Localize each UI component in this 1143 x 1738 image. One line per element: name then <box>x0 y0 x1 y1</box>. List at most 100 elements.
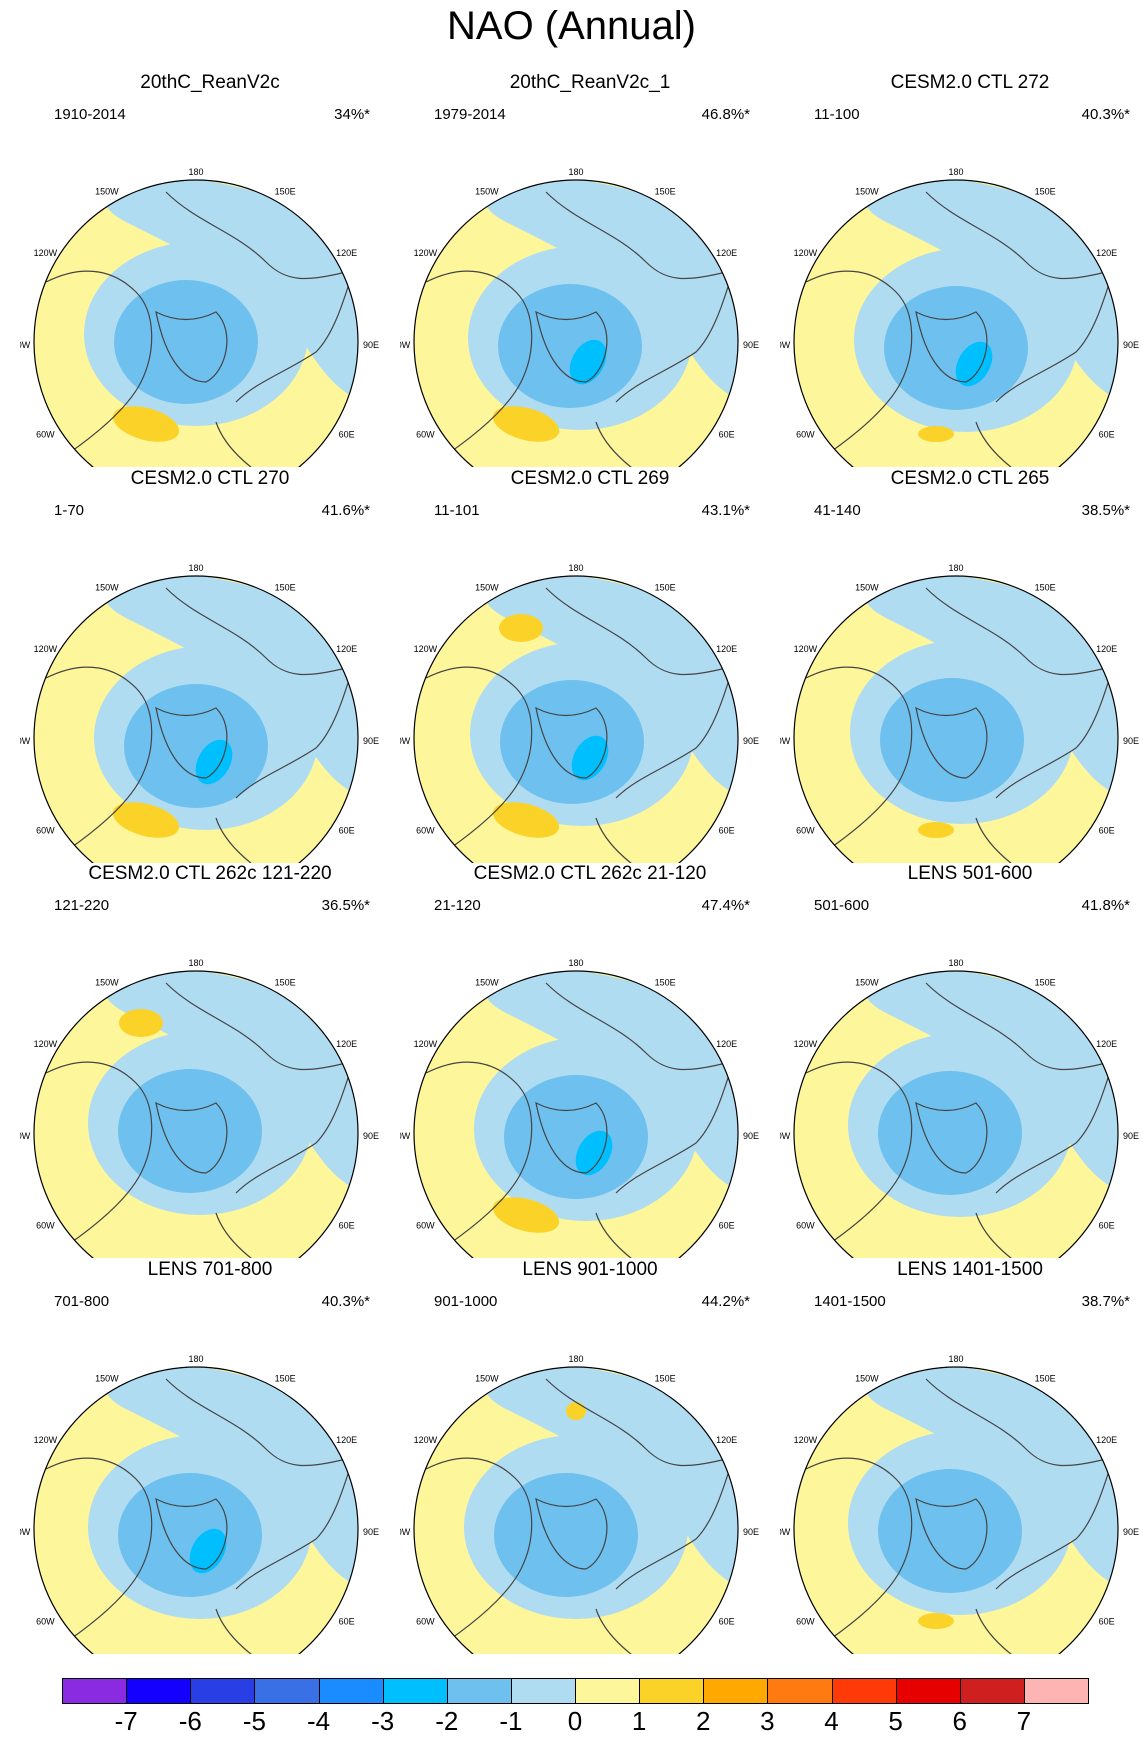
positive-atlantic-anomaly <box>492 1197 560 1233</box>
negative-core <box>195 739 233 785</box>
colorbar-tick-label: 1 <box>631 1706 647 1736</box>
longitude-label: 60E <box>339 825 355 835</box>
longitude-label: 120W <box>34 644 58 654</box>
longitude-label: 60E <box>339 429 355 439</box>
longitude-label: 90W <box>780 736 791 746</box>
longitude-label: 60E <box>1099 1616 1115 1626</box>
longitude-label: 150E <box>1035 1373 1056 1383</box>
longitude-label: 90E <box>363 736 379 746</box>
map-panel: 20thC_ReanV2c 1910-2014 34%* 180 150W 150E 120… <box>20 72 400 467</box>
colorbar-swatch <box>575 1678 641 1704</box>
longitude-label: 120E <box>1096 1039 1117 1049</box>
panel-title: CESM2.0 CTL 262c 21-120 <box>473 863 707 884</box>
panel-title: 20thC_ReanV2c <box>140 72 280 93</box>
longitude-label: 60W <box>416 825 435 835</box>
map-panel: CESM2.0 CTL 262c 121-220 121-220 36.5%* 180… <box>20 863 400 1258</box>
longitude-label: 120E <box>716 644 737 654</box>
colorbar-tick-label: 7 <box>1016 1706 1032 1736</box>
negative-core <box>569 339 607 385</box>
panel-variance: 44.2%* <box>701 1293 750 1310</box>
negative-center-inner <box>114 280 258 404</box>
map-panel: LENS 701-800 701-800 40.3%* 180 150W 150E 120W… <box>20 1259 400 1654</box>
colorbar-swatch <box>1023 1678 1089 1704</box>
map-panel: CESM2.0 CTL 265 41-140 38.5%* 180 150W 150E 12… <box>780 468 1143 863</box>
map-boundary <box>413 575 739 863</box>
longitude-label: 60E <box>719 1220 735 1230</box>
longitude-label: 150W <box>95 977 119 987</box>
colorbar-tick-label: -2 <box>435 1706 459 1736</box>
panel-period: 701-800 <box>54 1293 110 1310</box>
longitude-label: 150E <box>275 186 296 196</box>
polar-map: 180150W150E120W120E90W90E60W60E30W30E0 <box>20 1354 379 1654</box>
longitude-label: 180 <box>188 167 203 177</box>
polar-map: 180150W150E120W120E90W90E60W60E30W30E0 <box>400 1354 759 1654</box>
panel-title: 20thC_ReanV2c_1 <box>509 72 671 93</box>
colorbar-tick-label: -7 <box>114 1706 138 1736</box>
longitude-label: 150W <box>95 1373 119 1383</box>
polar-map: 180150W150E120W120E90W90E60W60E30W30E0 <box>780 1354 1139 1654</box>
longitude-label: 90W <box>780 1527 791 1537</box>
negative-center-inner <box>498 284 642 408</box>
map-boundary <box>33 970 359 1258</box>
longitude-label: 90W <box>20 340 31 350</box>
longitude-label: 60W <box>36 1616 55 1626</box>
panel-variance: 40.3%* <box>321 1293 370 1310</box>
longitude-label: 120E <box>716 248 737 258</box>
longitude-label: 90E <box>743 1527 759 1537</box>
panel-title: CESM2.0 CTL 265 <box>890 468 1050 489</box>
longitude-label: 150E <box>655 186 676 196</box>
polar-map: 180150W150E120W120E90W90E60W60E30W30E0 <box>400 563 759 863</box>
longitude-label: 90E <box>1123 340 1139 350</box>
map-panel: 20thC_ReanV2c_1 1979-2014 46.8%* 180 150W 150… <box>400 72 780 467</box>
panel-period: 11-101 <box>434 502 480 519</box>
longitude-label: 90E <box>743 1131 759 1141</box>
panel-period: 11-100 <box>814 106 860 123</box>
map-panel: LENS 901-1000 901-1000 44.2%* 180 150W 150E 12… <box>400 1259 780 1654</box>
panel-variance: 41.8%* <box>1081 897 1130 914</box>
longitude-label: 60E <box>339 1220 355 1230</box>
positive-atlantic-anomaly <box>492 802 560 838</box>
negative-center-inner <box>884 286 1028 410</box>
colorbar-swatch <box>190 1678 256 1704</box>
colorbar-swatch <box>767 1678 833 1704</box>
longitude-label: 150E <box>275 977 296 987</box>
longitude-label: 90W <box>400 1527 411 1537</box>
panel-period: 21-120 <box>434 897 481 914</box>
colorbar-swatch <box>510 1678 576 1704</box>
positive-small-anomaly <box>918 1613 954 1629</box>
longitude-label: 60W <box>416 429 435 439</box>
map-boundary <box>33 575 359 863</box>
longitude-label: 90E <box>363 340 379 350</box>
negative-center-inner <box>500 680 644 804</box>
longitude-label: 120W <box>414 1435 438 1445</box>
negative-band <box>104 180 358 402</box>
colorbar-swatch <box>382 1678 448 1704</box>
map-boundary <box>793 575 1119 863</box>
map-boundary <box>33 179 359 467</box>
longitude-label: 120E <box>336 644 357 654</box>
positive-atlantic-anomaly <box>112 802 180 838</box>
map-panel: CESM2.0 CTL 270 1-70 41.6%* 180 150W 150E 120W… <box>20 468 400 863</box>
panel-period: 901-1000 <box>434 1293 498 1310</box>
coastlines <box>45 982 357 1258</box>
longitude-label: 180 <box>568 958 583 968</box>
panel-period: 1979-2014 <box>434 106 506 123</box>
negative-band <box>864 180 1118 402</box>
longitude-label: 60E <box>719 429 735 439</box>
longitude-label: 150E <box>1035 186 1056 196</box>
longitude-label: 180 <box>948 1354 963 1364</box>
negative-core <box>575 1130 613 1176</box>
longitude-label: 180 <box>948 563 963 573</box>
colorbar-tick-label: -3 <box>371 1706 395 1736</box>
longitude-label: 180 <box>568 563 583 573</box>
map-panel: CESM2.0 CTL 269 11-101 43.1%* 180 150W 150E 12… <box>400 468 780 863</box>
negative-center-inner <box>880 678 1024 802</box>
longitude-label: 120E <box>1096 644 1117 654</box>
panel-variance: 43.1%* <box>701 502 750 519</box>
colorbar-tick-label: 5 <box>888 1706 903 1736</box>
longitude-label: 150W <box>855 1373 879 1383</box>
longitude-label: 150E <box>655 1373 676 1383</box>
longitude-label: 120W <box>794 644 818 654</box>
longitude-label: 150W <box>475 186 499 196</box>
longitude-label: 60W <box>796 1616 815 1626</box>
